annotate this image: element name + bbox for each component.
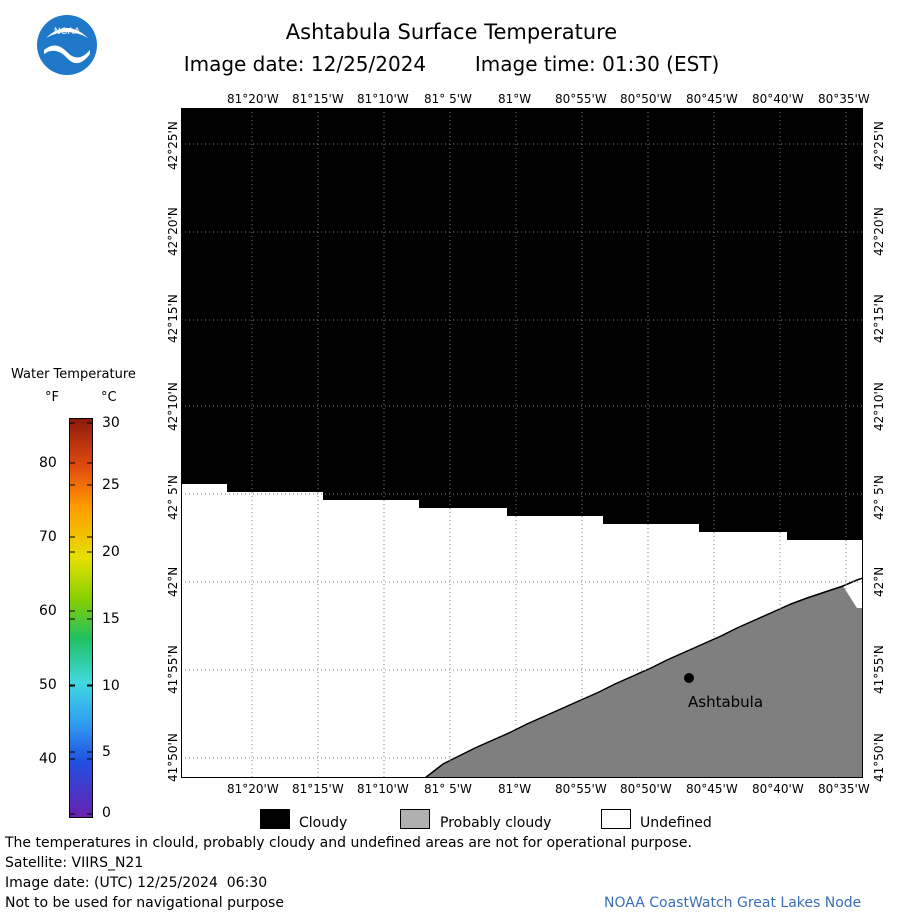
lon-label: 80°40'W <box>752 782 804 796</box>
f-tick: 50 <box>39 677 57 693</box>
c-tick: 5 <box>102 744 111 760</box>
c-tick: 30 <box>102 415 120 431</box>
satellite-info: Satellite: VIIRS_N21 <box>5 855 144 871</box>
utc-date: Image date: (UTC) 12/25/2024 06:30 <box>5 875 268 891</box>
noaa-logo: NOAA <box>36 14 98 76</box>
city-label: Ashtabula <box>688 693 763 711</box>
image-date-label: Image date: 12/25/2024 <box>183 52 427 76</box>
lat-label: 42°25'N <box>166 121 180 170</box>
legend-probably-cloudy-swatch <box>400 809 430 829</box>
cloudy-area <box>181 108 863 540</box>
lon-label: 81°20'W <box>227 782 279 796</box>
lon-label: 81°W <box>498 92 532 106</box>
lon-label: 81°20'W <box>227 92 279 106</box>
c-tick: 0 <box>102 805 111 821</box>
nav-warning: Not to be used for navigational purpose <box>5 895 284 911</box>
c-tick: 10 <box>102 678 120 694</box>
city-marker <box>684 673 694 683</box>
image-time-label: Image time: 01:30 (EST) <box>474 52 720 76</box>
lon-label: 80°40'W <box>752 92 804 106</box>
c-tick: 15 <box>102 611 120 627</box>
lat-label: 42° 5'N <box>872 475 886 520</box>
f-tick: 40 <box>39 751 57 767</box>
lat-label: 41°50'N <box>166 733 180 782</box>
image-date-time: Image date: 12/25/2024 Image time: 01:30… <box>0 52 903 76</box>
lon-label: 80°45'W <box>686 92 738 106</box>
lat-label: 42°20'N <box>166 207 180 256</box>
legend-cloudy-label: Cloudy <box>299 815 348 831</box>
f-tick: 70 <box>39 529 57 545</box>
lon-label: 81°10'W <box>357 92 409 106</box>
lon-label: 81°15'W <box>292 782 344 796</box>
disclaimer: The temperatures in clould, probably clo… <box>5 835 692 851</box>
f-tick: 60 <box>39 603 57 619</box>
lat-label: 41°55'N <box>872 645 886 694</box>
lon-label: 80°55'W <box>555 782 607 796</box>
legend-undefined-swatch <box>601 809 631 829</box>
lon-label: 80°55'W <box>555 92 607 106</box>
lon-label: 80°50'W <box>620 782 672 796</box>
lat-label: 42°10'N <box>872 382 886 431</box>
lon-label: 81°W <box>498 782 532 796</box>
noaa-logo-text: NOAA <box>54 27 81 37</box>
sst-map: Ashtabula <box>181 108 863 778</box>
f-tick: 80 <box>39 455 57 471</box>
graticule <box>181 108 863 778</box>
lon-label: 80°35'W <box>818 782 870 796</box>
lat-label: 42°N <box>166 566 180 597</box>
colorbar-unit-f: °F <box>45 390 59 405</box>
colorbar <box>69 418 93 818</box>
lon-label: 81°10'W <box>357 782 409 796</box>
lat-label: 42°10'N <box>166 382 180 431</box>
lat-label: 42°20'N <box>872 207 886 256</box>
legend-probably-cloudy-label: Probably cloudy <box>440 815 552 831</box>
lon-label: 80°45'W <box>686 782 738 796</box>
lat-label: 42°N <box>872 566 886 597</box>
colorbar-title: Water Temperature <box>11 367 136 382</box>
c-tick: 20 <box>102 544 120 560</box>
page-title: Ashtabula Surface Temperature <box>285 20 618 44</box>
bottom-lon-labels: 81°20'W 81°15'W 81°10'W 81° 5'W 81°W 80°… <box>0 782 903 798</box>
legend-cloudy-swatch <box>260 809 290 829</box>
legend-undefined-label: Undefined <box>640 815 712 831</box>
lat-label: 41°50'N <box>872 733 886 782</box>
lat-label: 42°15'N <box>166 294 180 343</box>
credit: NOAA CoastWatch Great Lakes Node <box>604 895 862 911</box>
lat-label: 42°15'N <box>872 294 886 343</box>
lon-label: 81° 5'W <box>424 782 472 796</box>
c-tick: 25 <box>102 477 120 493</box>
lon-label: 81°15'W <box>292 92 344 106</box>
lat-label: 42°25'N <box>872 121 886 170</box>
lat-label: 42° 5'N <box>166 475 180 520</box>
lon-label: 80°35'W <box>818 92 870 106</box>
colorbar-unit-c: °C <box>101 390 117 405</box>
top-lon-labels: 81°20'W 81°15'W 81°10'W 81° 5'W 81°W 80°… <box>0 92 903 108</box>
lon-label: 80°50'W <box>620 92 672 106</box>
probably-cloudy-area <box>425 586 863 778</box>
lat-label: 41°55'N <box>166 645 180 694</box>
lon-label: 81° 5'W <box>424 92 472 106</box>
